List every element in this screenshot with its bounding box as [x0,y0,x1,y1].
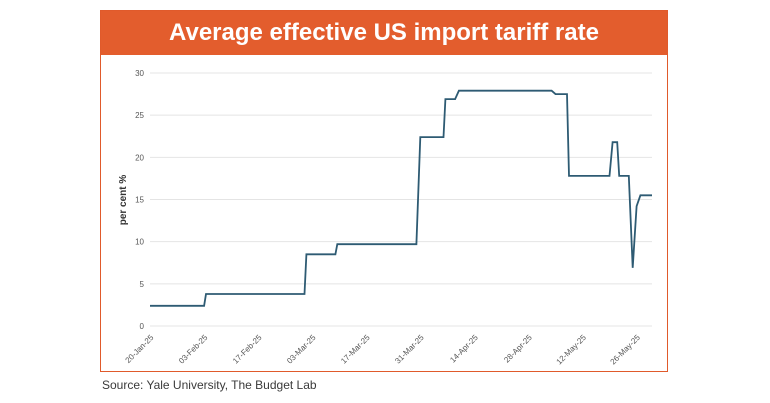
y-tick-label: 15 [135,196,144,205]
tariff-rate-line [150,89,652,307]
x-axis-ticks: 20-Jan-25 03-Feb-25 17-Feb-25 03-Mar-25 17-M… [124,333,643,367]
y-axis-label: per cent % [118,175,129,226]
chart-title: Average effective US import tariff rate [101,11,667,55]
y-tick-label: 0 [140,322,145,331]
x-tick-label: 14-Apr-25 [448,333,480,365]
y-axis-ticks: 0 5 10 15 20 25 30 [135,69,144,331]
x-tick-label: 12-May-25 [554,333,588,367]
y-tick-label: 25 [135,111,144,120]
x-tick-label: 31-Mar-25 [393,333,426,366]
x-tick-label: 26-May-25 [609,333,643,367]
y-tick-label: 20 [135,153,144,162]
y-tick-label: 5 [140,280,145,289]
y-tick-label: 30 [135,69,144,78]
y-tick-label: 10 [135,238,144,247]
x-tick-label: 03-Feb-25 [177,333,210,366]
chart-frame: Average effective US import tariff rate [100,10,668,372]
x-tick-label: 17-Feb-25 [231,333,264,366]
gridlines [150,72,652,327]
source-note: Source: Yale University, The Budget Lab [102,378,317,392]
x-tick-label: 03-Mar-25 [285,333,318,366]
x-tick-label: 28-Apr-25 [502,333,534,365]
x-tick-label: 20-Jan-25 [124,333,156,365]
x-tick-label: 17-Mar-25 [339,333,372,366]
